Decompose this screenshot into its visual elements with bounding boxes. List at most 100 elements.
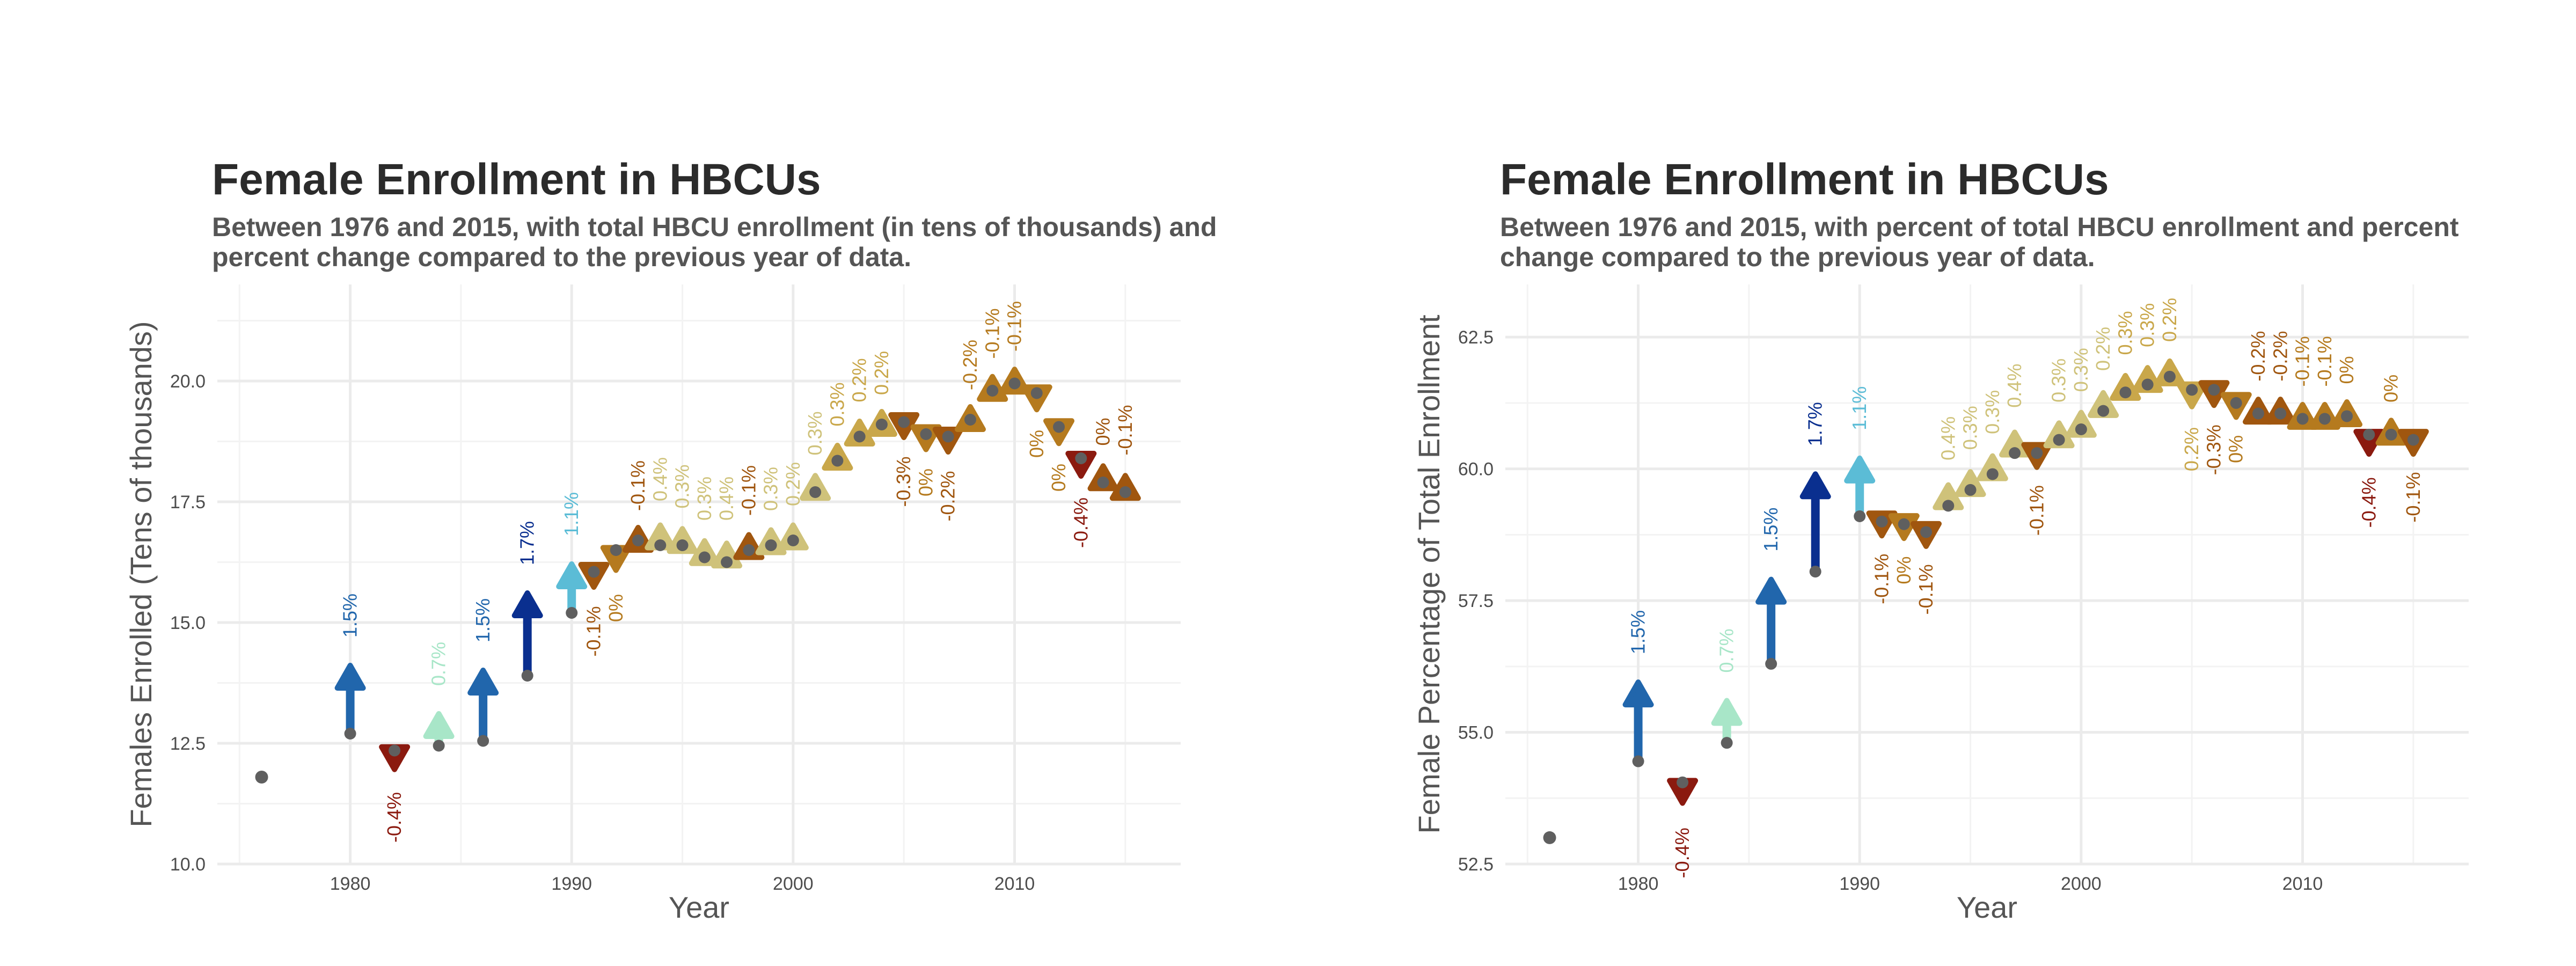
change-label: -0.1% bbox=[1004, 301, 1026, 352]
change-label: 0.3% bbox=[804, 411, 826, 455]
chart-title: Female Enrollment in HBCUs bbox=[1500, 155, 2109, 204]
start-point bbox=[588, 566, 600, 578]
change-label: 0.7% bbox=[428, 642, 450, 686]
data-point-1995: 0.3% bbox=[1955, 406, 1986, 497]
change-label: -0.1% bbox=[1114, 405, 1136, 455]
y-tick-label: 17.5 bbox=[170, 492, 206, 513]
data-point-2006: 0% bbox=[910, 424, 942, 496]
data-point-1984: 0.7% bbox=[1711, 628, 1743, 749]
x-axis-title: Year bbox=[1957, 890, 2017, 924]
x-tick-label: 2010 bbox=[2282, 874, 2323, 894]
change-label: -0.3% bbox=[892, 457, 914, 507]
change-label: 1.5% bbox=[1627, 610, 1649, 654]
data-point-2002: 0.3% bbox=[822, 382, 853, 471]
start-point bbox=[1119, 486, 1131, 498]
data-point-2005: -0.3% bbox=[888, 412, 920, 507]
data-point-2004: 0.2% bbox=[2154, 298, 2185, 386]
start-point bbox=[1075, 452, 1087, 464]
start-point bbox=[1986, 468, 1999, 480]
data-point-1990: 1.1% bbox=[1844, 386, 1876, 522]
start-point bbox=[1097, 477, 1109, 488]
start-point bbox=[1632, 755, 1644, 767]
x-tick-label: 1980 bbox=[1618, 874, 1659, 894]
start-point bbox=[898, 416, 910, 428]
start-point bbox=[610, 544, 622, 556]
x-axis-title: Year bbox=[669, 890, 729, 924]
change-label: -0.1% bbox=[2314, 336, 2336, 386]
data-point-1992: 0% bbox=[600, 544, 632, 622]
start-point bbox=[2119, 386, 2132, 399]
start-point bbox=[566, 607, 578, 619]
start-point bbox=[2097, 405, 2110, 417]
data-point-2009: -0.2% bbox=[2265, 331, 2296, 425]
change-label: -0.1% bbox=[1915, 564, 1937, 614]
start-point bbox=[2053, 434, 2065, 446]
start-point bbox=[787, 535, 799, 546]
data-point-2007: -0.2% bbox=[932, 427, 964, 522]
start-point bbox=[1964, 484, 1977, 496]
data-point-1996: 0.3% bbox=[689, 477, 720, 566]
start-point bbox=[698, 551, 711, 564]
change-label: 0.3% bbox=[671, 464, 693, 508]
data-point-1994: 0.4% bbox=[1933, 416, 1964, 512]
change-label: 0.2% bbox=[870, 351, 892, 395]
data-point-1980: 1.5% bbox=[334, 594, 366, 740]
change-label: -0.4% bbox=[1070, 497, 1092, 548]
start-point bbox=[831, 455, 844, 467]
change-label: -0.4% bbox=[1671, 828, 1693, 878]
start-point bbox=[1898, 518, 1910, 530]
change-label: 0% bbox=[1026, 430, 1048, 458]
data-point-2014: 0% bbox=[2375, 375, 2407, 446]
change-label: 0% bbox=[2336, 356, 2358, 384]
change-label: 0.3% bbox=[2048, 358, 2070, 402]
start-point bbox=[1809, 566, 1821, 578]
data-point-2013: -0.4% bbox=[2353, 428, 2385, 528]
y-tick-label: 12.5 bbox=[170, 734, 206, 754]
start-point bbox=[2031, 447, 2043, 459]
data-point-2013: -0.4% bbox=[1065, 451, 1097, 548]
x-tick-label: 2000 bbox=[2061, 874, 2102, 894]
change-label: 0.3% bbox=[826, 382, 848, 426]
data-point-1999: 0.3% bbox=[755, 467, 787, 555]
y-tick-label: 10.0 bbox=[170, 854, 206, 875]
start-point bbox=[2407, 434, 2419, 446]
start-point bbox=[743, 544, 755, 556]
start-point bbox=[2296, 413, 2309, 425]
start-point bbox=[1543, 831, 1556, 844]
change-label: 0% bbox=[1048, 464, 1070, 492]
data-marks: 1.5%-0.4%0.7%1.5%1.7%1.1%-0.1%0%-0.1%0.4… bbox=[1543, 298, 2429, 878]
change-label: 0.4% bbox=[1937, 416, 1959, 460]
y-axis-title: Females Enrolled (Tens of thousands) bbox=[124, 321, 158, 827]
data-point-2009: -0.1% bbox=[977, 308, 1008, 402]
data-point-2014: 0% bbox=[1087, 418, 1119, 492]
change-label: 1.5% bbox=[339, 594, 361, 638]
data-point-2011: -0.1% bbox=[2309, 336, 2340, 430]
change-label: 0.3% bbox=[2136, 303, 2158, 347]
data-point-1998: -0.1% bbox=[733, 465, 765, 560]
grid bbox=[1505, 284, 2469, 866]
chart-title: Female Enrollment in HBCUs bbox=[212, 155, 821, 204]
change-arrow-head bbox=[1622, 679, 1654, 708]
start-point bbox=[433, 740, 445, 752]
data-point-2015: -0.1% bbox=[2397, 429, 2429, 523]
start-point bbox=[1765, 657, 1777, 670]
start-point bbox=[2385, 428, 2397, 441]
data-point-1998: -0.1% bbox=[2021, 442, 2053, 536]
start-point bbox=[964, 414, 976, 426]
change-label: 0.2% bbox=[2092, 327, 2114, 371]
data-point-1988: 1.7% bbox=[1799, 402, 1831, 578]
start-point bbox=[2252, 407, 2264, 420]
start-point bbox=[1677, 776, 1689, 788]
change-label: 0.3% bbox=[760, 467, 782, 511]
chart-subtitle: Between 1976 and 2015, with percent of t… bbox=[1500, 212, 2459, 272]
start-point bbox=[721, 556, 733, 568]
percentage-plot: 52.5 55.0 57.5 60.0 62.5 1980 1990 2000 2010 Year… bbox=[1412, 284, 2469, 924]
change-label: -0.1% bbox=[582, 606, 604, 657]
change-label: -0.1% bbox=[2025, 485, 2047, 536]
chart-panel-percentage: Female Enrollment in HBCUs Between 1976 … bbox=[1288, 0, 2576, 966]
data-marks: 1.5%-0.4%0.7%1.5%1.7%1.1%-0.1%0%-0.1%0.4… bbox=[255, 301, 1141, 843]
start-point bbox=[1942, 500, 1955, 512]
change-label: -0.1% bbox=[1870, 554, 1892, 604]
start-point bbox=[2163, 370, 2176, 383]
data-point-2001: 0.2% bbox=[2088, 327, 2119, 418]
